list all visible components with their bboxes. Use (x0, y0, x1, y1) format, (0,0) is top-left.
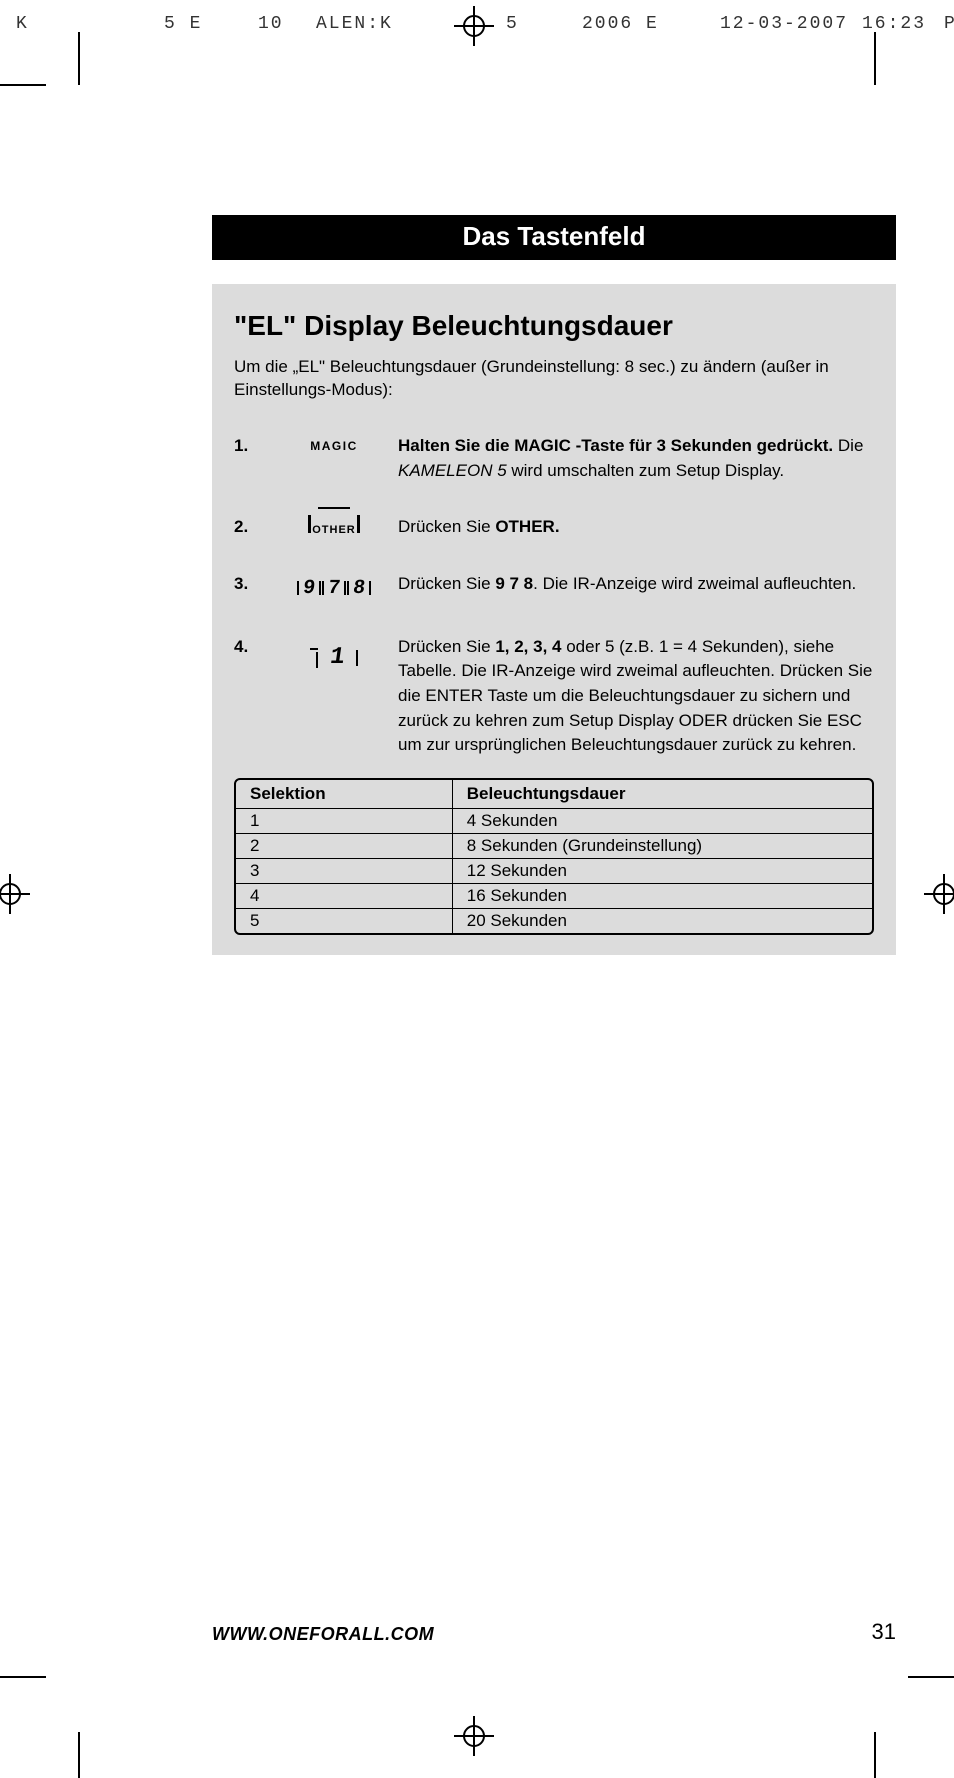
meta-10: 10 (258, 14, 284, 34)
magic-icon: MAGIC (270, 434, 398, 455)
cell-dur: 16 Sekunden (452, 884, 872, 909)
step4-text: Drücken Sie (398, 637, 495, 656)
other-icon: OTHER (270, 515, 398, 539)
step4-bold: 1, 2, 3, 4 (495, 637, 561, 656)
cell-sel: 1 (236, 809, 452, 834)
table-row: 28 Sekunden (Grundeinstellung) (236, 834, 872, 859)
step-4: 4. 1 Drücken Sie 1, 2, 3, 4 oder 5 (z.B.… (234, 635, 874, 758)
meta-alenk: ALEN:K (316, 14, 393, 34)
registration-mark-icon (0, 874, 30, 914)
footer-url: WWW.ONEFORALL.COM (212, 1624, 434, 1645)
steps-list: 1. MAGIC Halten Sie die MAGIC -Taste für… (234, 434, 874, 758)
cell-dur: 4 Sekunden (452, 809, 872, 834)
cell-sel: 5 (236, 909, 452, 934)
table-row: 520 Sekunden (236, 909, 872, 934)
meta-p: P (944, 14, 954, 34)
cell-dur: 8 Sekunden (Grundeinstellung) (452, 834, 872, 859)
crop-mark (908, 1676, 954, 1678)
registration-mark-icon (924, 874, 954, 914)
meta-k: K (16, 14, 29, 34)
registration-mark-icon (454, 6, 494, 46)
crop-mark (78, 1732, 80, 1778)
table-row: 416 Sekunden (236, 884, 872, 909)
table-row: 312 Sekunden (236, 859, 872, 884)
step-3: 3. 9 7 8 Drücken Sie 9 7 8. (234, 572, 874, 603)
step3-text: Drücken Sie (398, 574, 495, 593)
crop-mark (78, 32, 80, 90)
registration-mark-icon (454, 1716, 494, 1756)
table-header-duration: Beleuchtungsdauer (452, 780, 872, 809)
duration-table: Selektion Beleuchtungsdauer 14 Sekunden … (234, 778, 874, 935)
cell-sel: 4 (236, 884, 452, 909)
step1-bold: Halten Sie die MAGIC -Taste für 3 Sekund… (398, 436, 833, 455)
cell-sel: 2 (236, 834, 452, 859)
step-2: 2. OTHER Drücken Sie OTHER. (234, 515, 874, 540)
crop-mark (874, 32, 876, 90)
step-description: Drücken Sie 1, 2, 3, 4 oder 5 (z.B. 1 = … (398, 635, 874, 758)
digit-1: 1 (327, 641, 346, 676)
meta-5e: 5 E (164, 14, 202, 34)
other-label: OTHER (312, 523, 356, 539)
section-title: Das Tastenfeld (212, 215, 896, 260)
step3-bold: 9 7 8 (495, 574, 533, 593)
step-description: Halten Sie die MAGIC -Taste für 3 Sekund… (398, 434, 874, 483)
step-number: 1. (234, 434, 270, 459)
meta-time: 16:23 (862, 14, 926, 34)
cell-sel: 3 (236, 859, 452, 884)
intro-text: Um die „EL" Beleuchtungsdauer (Grundeins… (234, 356, 874, 402)
table-body: 14 Sekunden 28 Sekunden (Grundeinstellun… (236, 809, 872, 934)
crop-mark (874, 1732, 876, 1778)
digit-1-icon: 1 (270, 635, 398, 676)
step2-bold: OTHER. (495, 517, 559, 536)
magic-label: MAGIC (310, 438, 358, 455)
digit-7: 7 (326, 574, 342, 603)
step-description: Drücken Sie OTHER. (398, 515, 874, 540)
step2-text: Drücken Sie (398, 517, 495, 536)
meta-date: 12-03-2007 (720, 14, 848, 34)
gray-panel: "EL" Display Beleuchtungsdauer Um die „E… (212, 284, 896, 955)
cell-dur: 20 Sekunden (452, 909, 872, 934)
step-description: Drücken Sie 9 7 8. Die IR-Anzeige wird z… (398, 572, 874, 597)
digit-8: 8 (351, 574, 367, 603)
step3-rest: . Die IR-Anzeige wird zweimal aufleuchte… (533, 574, 856, 593)
crop-mark (0, 1676, 46, 1678)
content-area: Das Tastenfeld "EL" Display Beleuchtungs… (212, 215, 896, 955)
meta-5: 5 (506, 14, 519, 34)
step-number: 2. (234, 515, 270, 540)
meta-2006e: 2006 E (582, 14, 659, 34)
digits-978-icon: 9 7 8 (270, 572, 398, 603)
crop-mark (0, 84, 46, 86)
digit-9: 9 (301, 574, 317, 603)
cell-dur: 12 Sekunden (452, 859, 872, 884)
page-frame: Das Tastenfeld "EL" Display Beleuchtungs… (78, 85, 876, 1677)
panel-title: "EL" Display Beleuchtungsdauer (234, 310, 874, 342)
step-1: 1. MAGIC Halten Sie die MAGIC -Taste für… (234, 434, 874, 483)
table-header-selection: Selektion (236, 780, 452, 809)
page-number: 31 (872, 1619, 896, 1645)
step-number: 3. (234, 572, 270, 597)
step-number: 4. (234, 635, 270, 660)
page-footer: WWW.ONEFORALL.COM 31 (212, 1619, 896, 1645)
table-row: 14 Sekunden (236, 809, 872, 834)
